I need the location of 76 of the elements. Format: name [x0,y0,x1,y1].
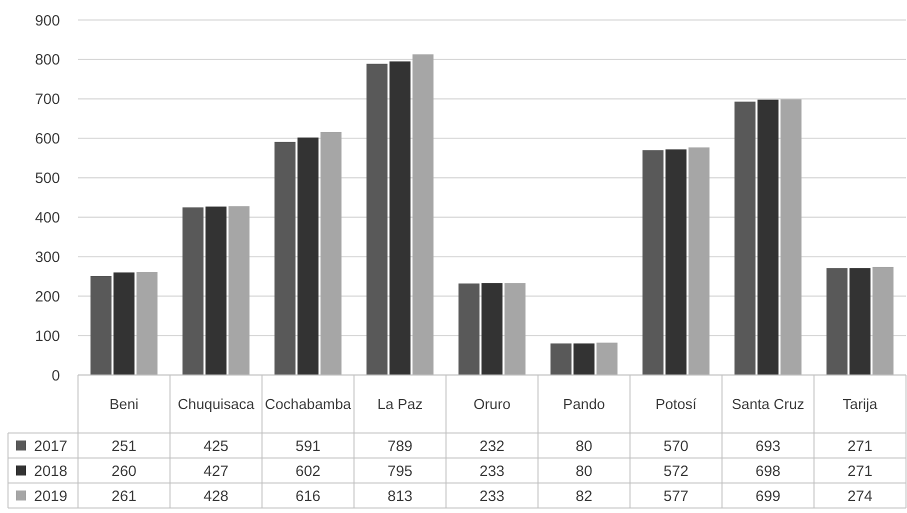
y-tick-label: 600 [34,130,60,148]
bar [206,206,226,375]
bar [182,207,204,375]
data-label: 80 [576,438,592,455]
data-label: 232 [479,438,505,455]
legend-label: 2019 [34,488,68,505]
bar [666,149,686,375]
data-label: 425 [203,438,229,455]
x-tick-label: La Paz [377,397,423,414]
bar [872,266,894,375]
bar [688,147,710,375]
data-label: 261 [111,488,137,505]
y-tick-label: 300 [34,248,60,266]
data-label: 80 [576,462,592,480]
bar [482,283,502,375]
data-label: 616 [295,488,321,505]
bar [780,99,802,375]
data-label: 795 [387,462,413,480]
bar [228,206,250,375]
bar [642,150,664,375]
bar [734,102,756,375]
data-label: 591 [295,438,321,455]
x-tick-label: Tarija [842,397,878,414]
bar [826,268,848,375]
x-tick-label: Cochabamba [264,397,352,414]
data-label: 577 [663,488,689,505]
data-label: 427 [203,462,229,480]
data-label: 428 [203,488,229,505]
bar [574,343,594,375]
bar [320,132,342,375]
data-label: 251 [111,438,137,455]
bar [850,268,870,375]
bar [596,342,618,375]
data-label: 233 [479,462,505,480]
bar [274,142,296,375]
data-label: 274 [847,488,873,505]
y-tick-label: 500 [34,170,60,188]
y-tick-label: 900 [34,12,60,30]
data-label: 813 [387,488,413,505]
bar [504,283,526,375]
data-label: 233 [479,488,505,505]
data-label: 82 [576,488,592,505]
bar [90,276,112,375]
x-tick-label: Pando [563,397,605,414]
data-label: 699 [755,488,781,505]
bar [136,272,158,375]
data-label: 271 [847,438,873,455]
data-label: 789 [387,438,413,455]
bar [366,64,388,375]
x-tick-label: Santa Cruz [732,397,804,414]
bar [114,272,134,375]
y-tick-label: 0 [52,367,60,384]
legend-label: 2017 [34,438,68,455]
bar [550,343,572,375]
y-tick-label: 800 [34,52,60,69]
x-tick-label: Chuquisaca [178,397,256,414]
data-label: 698 [755,462,781,480]
x-tick-label: Potosí [655,397,697,414]
data-label: 260 [111,462,137,480]
bar [390,61,410,375]
legend-label: 2018 [34,462,68,480]
x-tick-label: Oruro [473,397,511,414]
bar [298,138,318,375]
data-label: 693 [755,438,781,455]
data-label: 572 [663,462,689,480]
data-label: 602 [295,462,321,480]
y-tick-label: 400 [34,209,60,226]
data-label: 271 [847,462,873,480]
y-tick-label: 200 [34,288,60,306]
y-tick-label: 700 [34,91,60,108]
bar [458,283,480,375]
bar [758,100,778,375]
data-label: 570 [663,438,689,455]
bar [412,54,434,375]
x-tick-label: Beni [109,397,139,414]
y-tick-label: 100 [34,328,60,345]
